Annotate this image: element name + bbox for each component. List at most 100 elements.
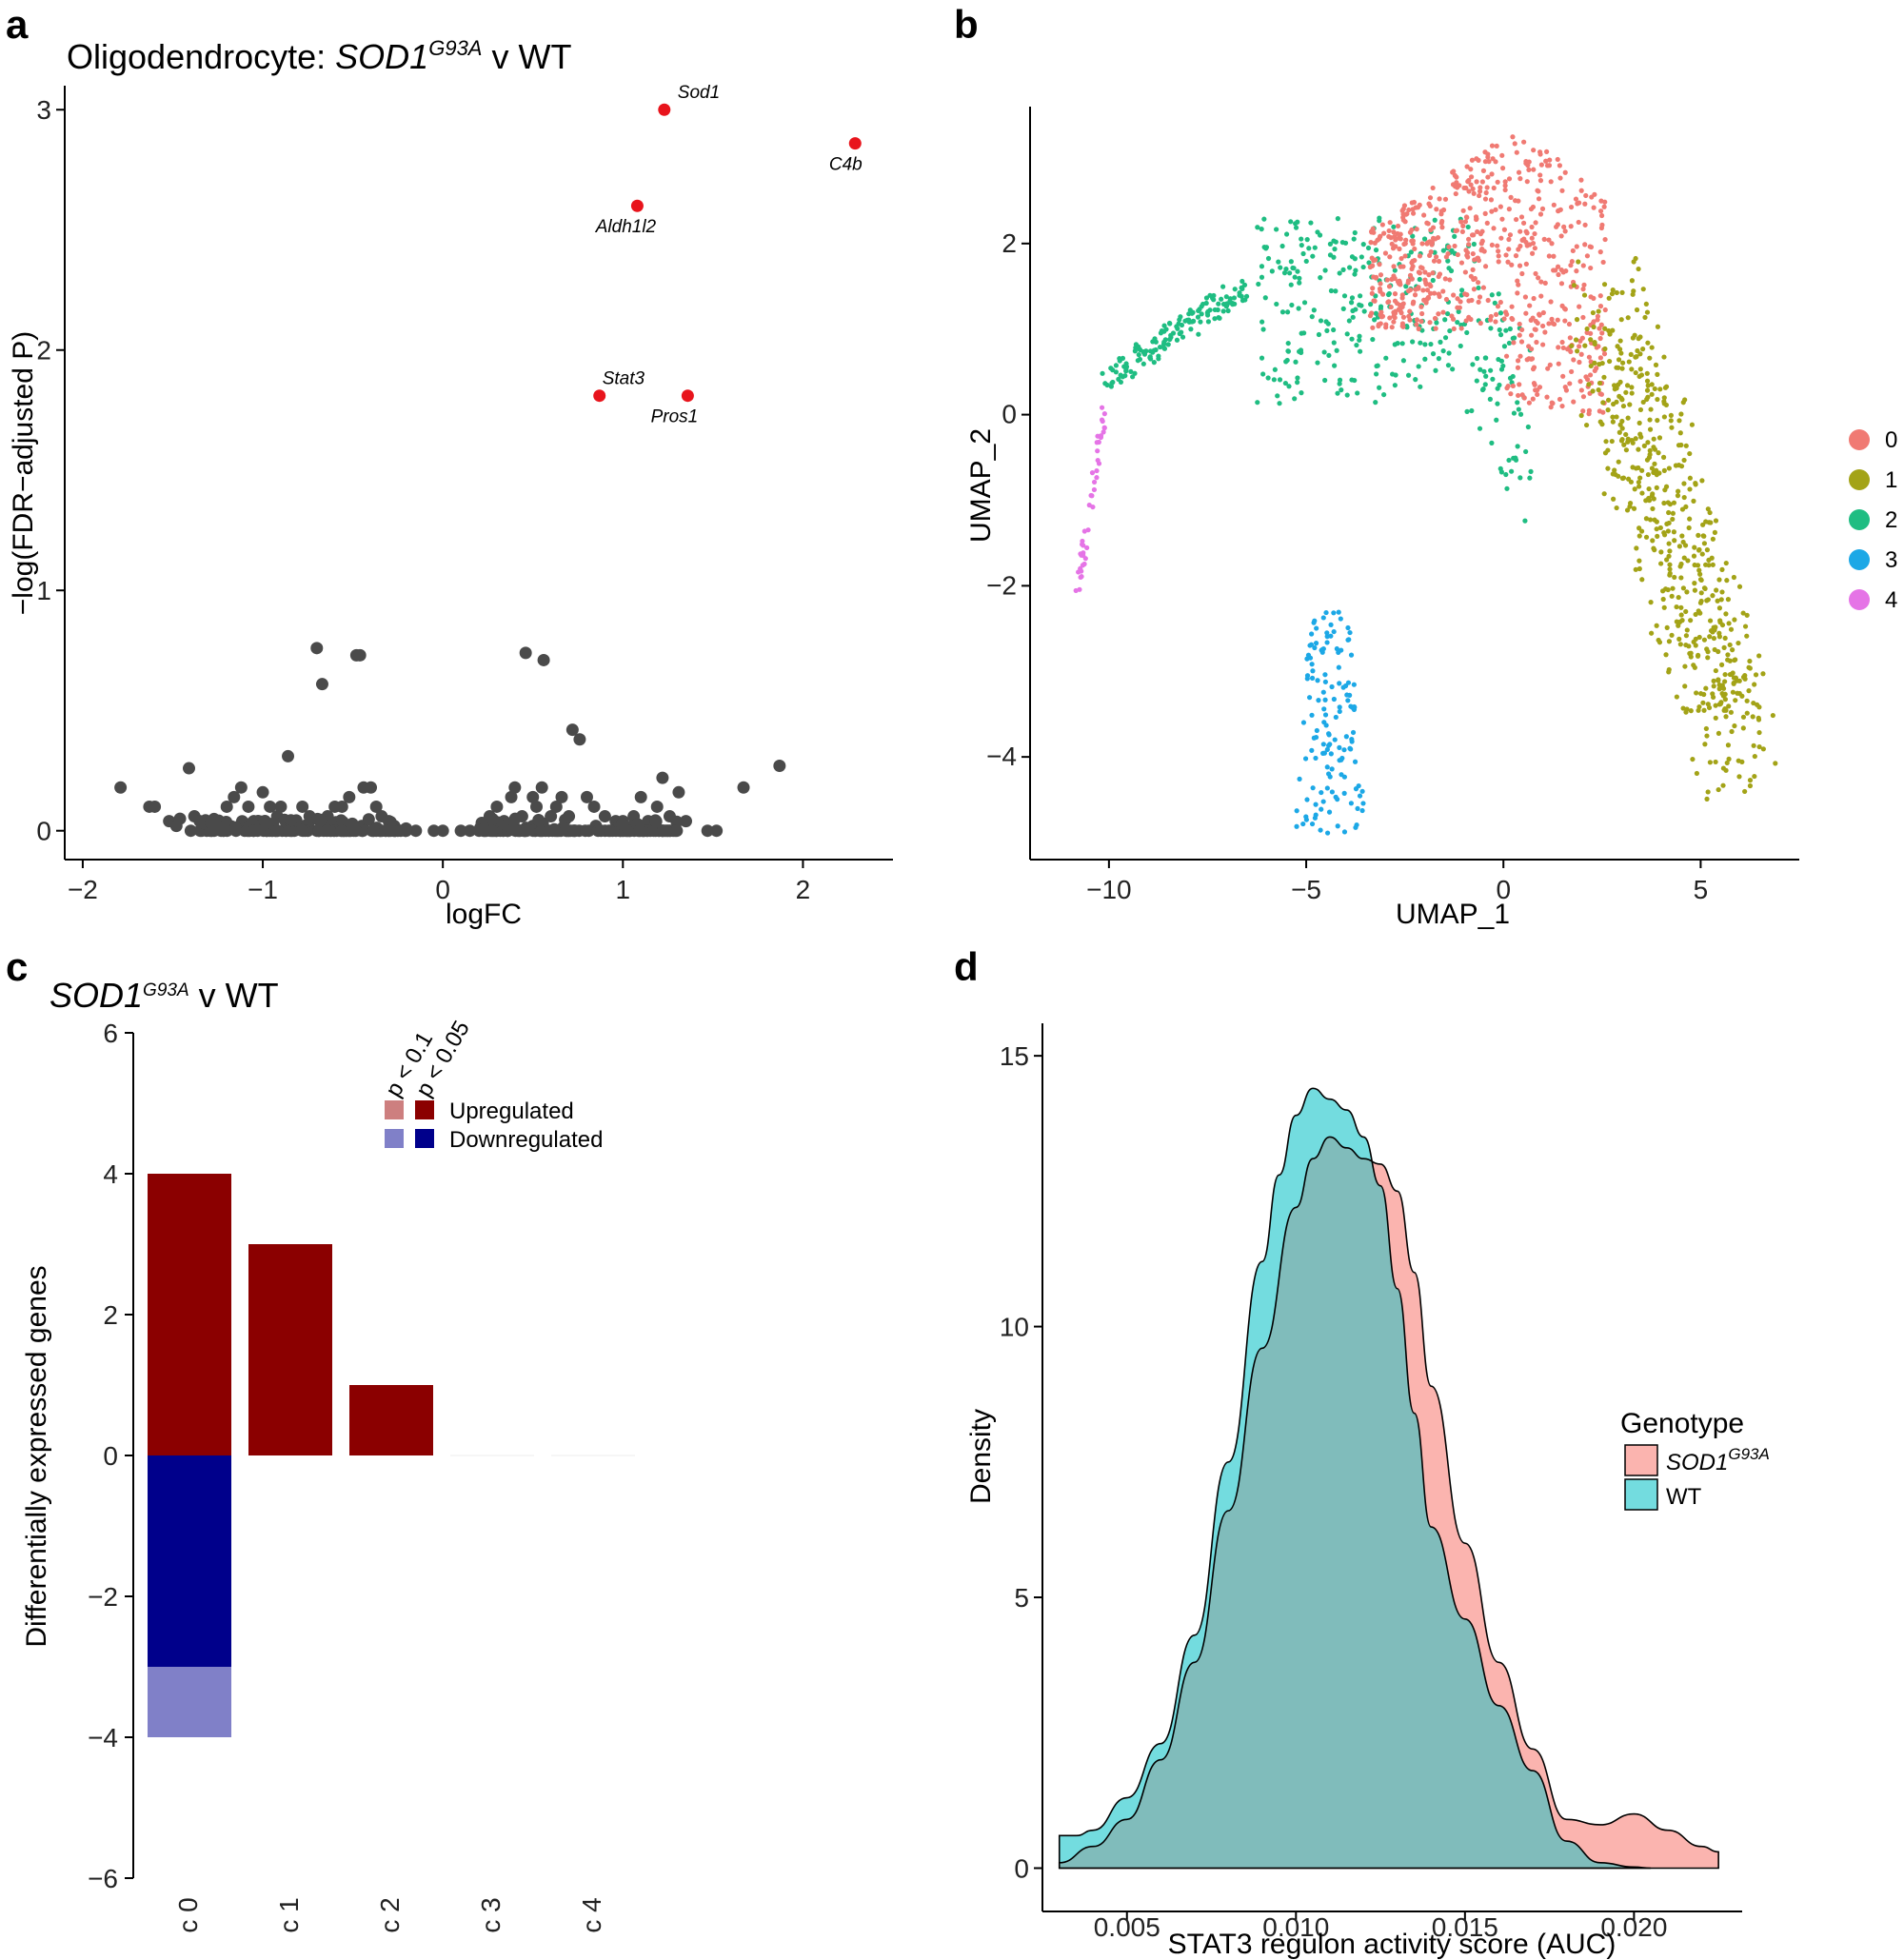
cell-point [1683,633,1689,639]
cell-point [1196,307,1201,314]
legend-label: 2 [1885,507,1897,533]
cell-point [1387,315,1393,321]
cell-point [1610,414,1616,420]
cell-point [1088,492,1094,499]
y-tick-label: 2 [103,1300,118,1330]
x-tick-label: 0.015 [1432,1912,1498,1942]
cell-point [1589,194,1595,200]
cell-point [1640,346,1646,352]
cell-point [1636,484,1642,489]
cell-point [1533,327,1538,332]
cell-point [1735,640,1741,646]
cell-point [1523,448,1529,455]
gene-point [335,800,348,813]
cell-point [1207,292,1213,298]
cell-point [1321,720,1327,725]
cell-point [1528,346,1535,352]
cell-point [1433,326,1438,331]
cell-point [1311,735,1317,741]
cell-point [1359,254,1364,260]
cell-point [1498,235,1504,241]
legend-label: 0 [1885,427,1897,453]
gene-point [427,824,441,838]
cell-point [1687,486,1693,492]
cell-point [1442,335,1449,341]
cell-point [1373,274,1379,280]
cell-point [1647,355,1653,361]
cell-point [1506,207,1512,212]
cell-point [1619,426,1625,431]
cell-point [1531,148,1537,153]
cell-point [1677,564,1683,569]
cell-point [1428,228,1434,233]
cell-point [1744,633,1750,639]
cell-point [1649,465,1656,471]
cell-point [1756,704,1762,710]
gene-point [701,824,714,838]
cell-point [1304,797,1310,802]
cell-point [1586,354,1593,360]
cell-point [1104,382,1110,388]
cell-point [1458,343,1463,349]
cell-point [1322,697,1328,703]
cell-point [1693,482,1698,487]
cell-point [1160,341,1167,346]
x-tick-label: c 3 [476,1897,506,1932]
cell-point [1370,325,1376,330]
cell-point [1329,683,1335,690]
cell-point [1605,407,1611,413]
cell-point [1647,426,1654,432]
cell-point [1341,790,1347,796]
cell-point [1701,585,1708,591]
cell-point [1463,214,1470,220]
gene-point [274,800,288,813]
cell-point [1523,310,1529,316]
cell-point [1705,789,1711,795]
cell-point [1537,311,1542,317]
panel-label-b: b [954,2,979,47]
cell-point [1637,475,1643,481]
cell-point [1588,330,1594,336]
cell-point [1713,667,1718,674]
cell-point [1682,663,1688,669]
cell-point [1331,254,1337,260]
cell-point [1510,383,1516,389]
cell-point [1534,339,1539,346]
cell-point [1455,305,1460,310]
cell-point [1512,335,1517,341]
cell-point [1098,433,1104,439]
cell-point [1456,308,1461,314]
cell-point [1414,322,1419,327]
cell-point [1437,196,1442,202]
cell-point [1333,714,1339,721]
cell-point [1547,157,1553,163]
cell-point [1681,457,1687,464]
cell-point [1199,311,1204,317]
cell-point [1528,468,1534,474]
gene-point [258,814,271,827]
cell-point [1378,272,1384,278]
cell-point [1417,276,1422,283]
gene-point [490,800,504,813]
cell-point [1654,623,1659,628]
cell-point [1687,475,1693,481]
cell-point [1383,355,1389,361]
cell-point [1676,544,1682,549]
cell-point [1331,327,1337,333]
cell-point [1707,760,1713,765]
cell-point [1511,340,1517,346]
bar-segment [148,1667,231,1737]
cell-point [1118,379,1124,386]
cell-point [1548,299,1554,305]
cell-point [1637,366,1643,372]
cell-point [1595,313,1601,319]
cell-point [1624,507,1631,513]
cell-point [1692,587,1698,593]
cell-point [1443,296,1450,303]
cell-point [1519,392,1525,398]
cell-point [1407,317,1413,323]
cell-point [1309,747,1315,753]
cell-point [1752,773,1757,780]
cell-point [1377,234,1383,240]
cell-point [1744,698,1750,703]
